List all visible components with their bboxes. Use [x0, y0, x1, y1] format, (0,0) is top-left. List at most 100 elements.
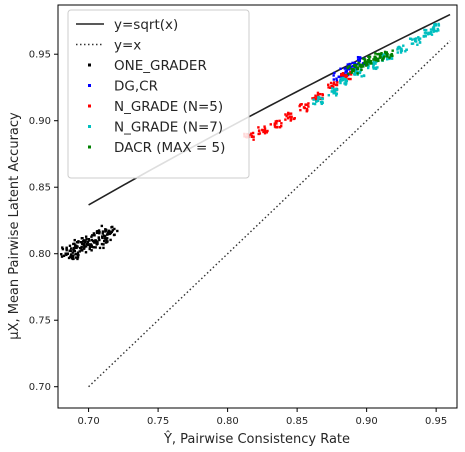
data-point-cloud	[303, 106, 307, 110]
data-point-cloud	[343, 75, 347, 78]
data-point-cloud	[74, 256, 78, 259]
data-point-cloud	[345, 74, 349, 78]
data-point-cloud	[358, 60, 361, 63]
data-point-cloud	[250, 135, 254, 138]
data-point-cloud	[382, 56, 386, 59]
data-point-cloud	[327, 83, 330, 86]
data-point-cloud	[276, 125, 279, 129]
data-point-cloud	[368, 57, 371, 61]
x-tick-label: 0.95	[425, 416, 447, 427]
data-point-cloud	[65, 248, 68, 252]
data-point-cloud	[97, 237, 101, 240]
data-point	[400, 47, 403, 51]
data-point-cloud	[314, 98, 318, 102]
data-point-cloud	[76, 251, 80, 254]
data-point-cloud	[278, 126, 282, 129]
data-point-cloud	[339, 75, 342, 79]
data-point-cloud	[103, 237, 107, 240]
data-point-cloud	[274, 120, 277, 123]
data-point-cloud	[429, 30, 433, 34]
data-point-cloud	[363, 62, 366, 65]
data-marks	[60, 13, 451, 388]
legend-entry: N_GRADE (N=7)	[88, 120, 223, 136]
legend-entry: y=x	[76, 38, 141, 54]
data-point-cloud	[105, 240, 109, 244]
data-point-cloud	[113, 227, 116, 231]
data-point-cloud	[332, 78, 336, 81]
data-point-cloud	[366, 66, 370, 70]
data-point-cloud	[116, 229, 119, 233]
data-point-cloud	[305, 107, 309, 111]
legend-marker-swatch	[88, 84, 91, 87]
data-point-cloud	[356, 62, 359, 66]
data-point-cloud	[83, 239, 86, 242]
legend-label: N_GRADE (N=5)	[114, 99, 223, 115]
data-point-cloud	[91, 234, 94, 237]
data-point-cloud	[368, 55, 372, 58]
data-point	[101, 236, 104, 240]
data-point-cloud	[252, 138, 255, 141]
data-point-cloud	[424, 35, 427, 38]
data-point-cloud	[381, 58, 384, 62]
data-point-cloud	[385, 52, 389, 56]
data-point-cloud	[424, 28, 428, 32]
data-point-cloud	[369, 62, 372, 65]
legend: y=sqrt(x) y=x ONE_GRADER DG,CR N_GRADE (N=5)…	[67, 9, 250, 179]
data-point-cloud	[72, 248, 75, 252]
data-point-cloud	[76, 256, 80, 259]
data-point-cloud	[263, 127, 267, 130]
data-point-cloud	[376, 53, 379, 56]
data-point-cloud	[84, 240, 87, 243]
data-point-cloud	[347, 77, 350, 81]
data-point-cloud	[413, 37, 416, 41]
data-point-cloud	[333, 90, 337, 94]
data-point-cloud	[378, 52, 381, 56]
data-point-cloud	[348, 65, 351, 68]
data-point-cloud	[329, 81, 333, 85]
data-point-cloud	[61, 246, 64, 249]
data-point-cloud	[351, 61, 354, 65]
legend-entry: DG,CR	[88, 79, 158, 95]
data-point-cloud	[437, 29, 440, 32]
data-point-cloud	[252, 135, 255, 138]
data-point-cloud	[284, 118, 287, 121]
data-point-cloud	[425, 31, 428, 35]
data-point-cloud	[434, 22, 437, 26]
data-point-cloud	[318, 96, 322, 100]
data-point-cloud	[111, 225, 114, 229]
data-point-cloud	[353, 73, 356, 76]
data-point-cloud	[411, 42, 415, 45]
data-point-cloud	[280, 122, 283, 125]
data-point-cloud	[432, 25, 436, 28]
data-point-cloud	[75, 246, 78, 250]
line-y-x	[88, 40, 451, 388]
data-point-cloud	[332, 88, 336, 91]
data-point-cloud	[335, 77, 338, 80]
data-point-cloud	[106, 233, 110, 236]
data-point-cloud	[100, 242, 104, 246]
data-point-cloud	[109, 238, 112, 242]
data-point-cloud	[100, 235, 104, 238]
data-point-cloud	[354, 70, 358, 73]
data-point-cloud	[374, 67, 378, 71]
legend-label: DG,CR	[114, 79, 158, 95]
data-point-cloud	[399, 49, 403, 52]
data-point-cloud	[318, 92, 322, 96]
data-point-cloud	[317, 97, 320, 100]
data-point-cloud	[90, 238, 94, 242]
data-point-cloud	[356, 66, 360, 69]
data-point-cloud	[362, 65, 365, 68]
data-point-cloud	[347, 72, 350, 76]
data-point-cloud	[360, 75, 363, 78]
data-point-cloud	[289, 119, 292, 122]
data-point-cloud	[361, 62, 365, 65]
data-point-cloud	[379, 52, 383, 56]
data-point-cloud	[106, 231, 110, 234]
data-point-cloud	[92, 246, 95, 249]
data-point-cloud	[402, 44, 405, 47]
data-point-cloud	[257, 129, 261, 133]
data-point-cloud	[353, 64, 356, 67]
data-point-cloud	[342, 76, 345, 80]
data-point-cloud	[351, 68, 354, 72]
data-point-cloud	[352, 69, 355, 73]
